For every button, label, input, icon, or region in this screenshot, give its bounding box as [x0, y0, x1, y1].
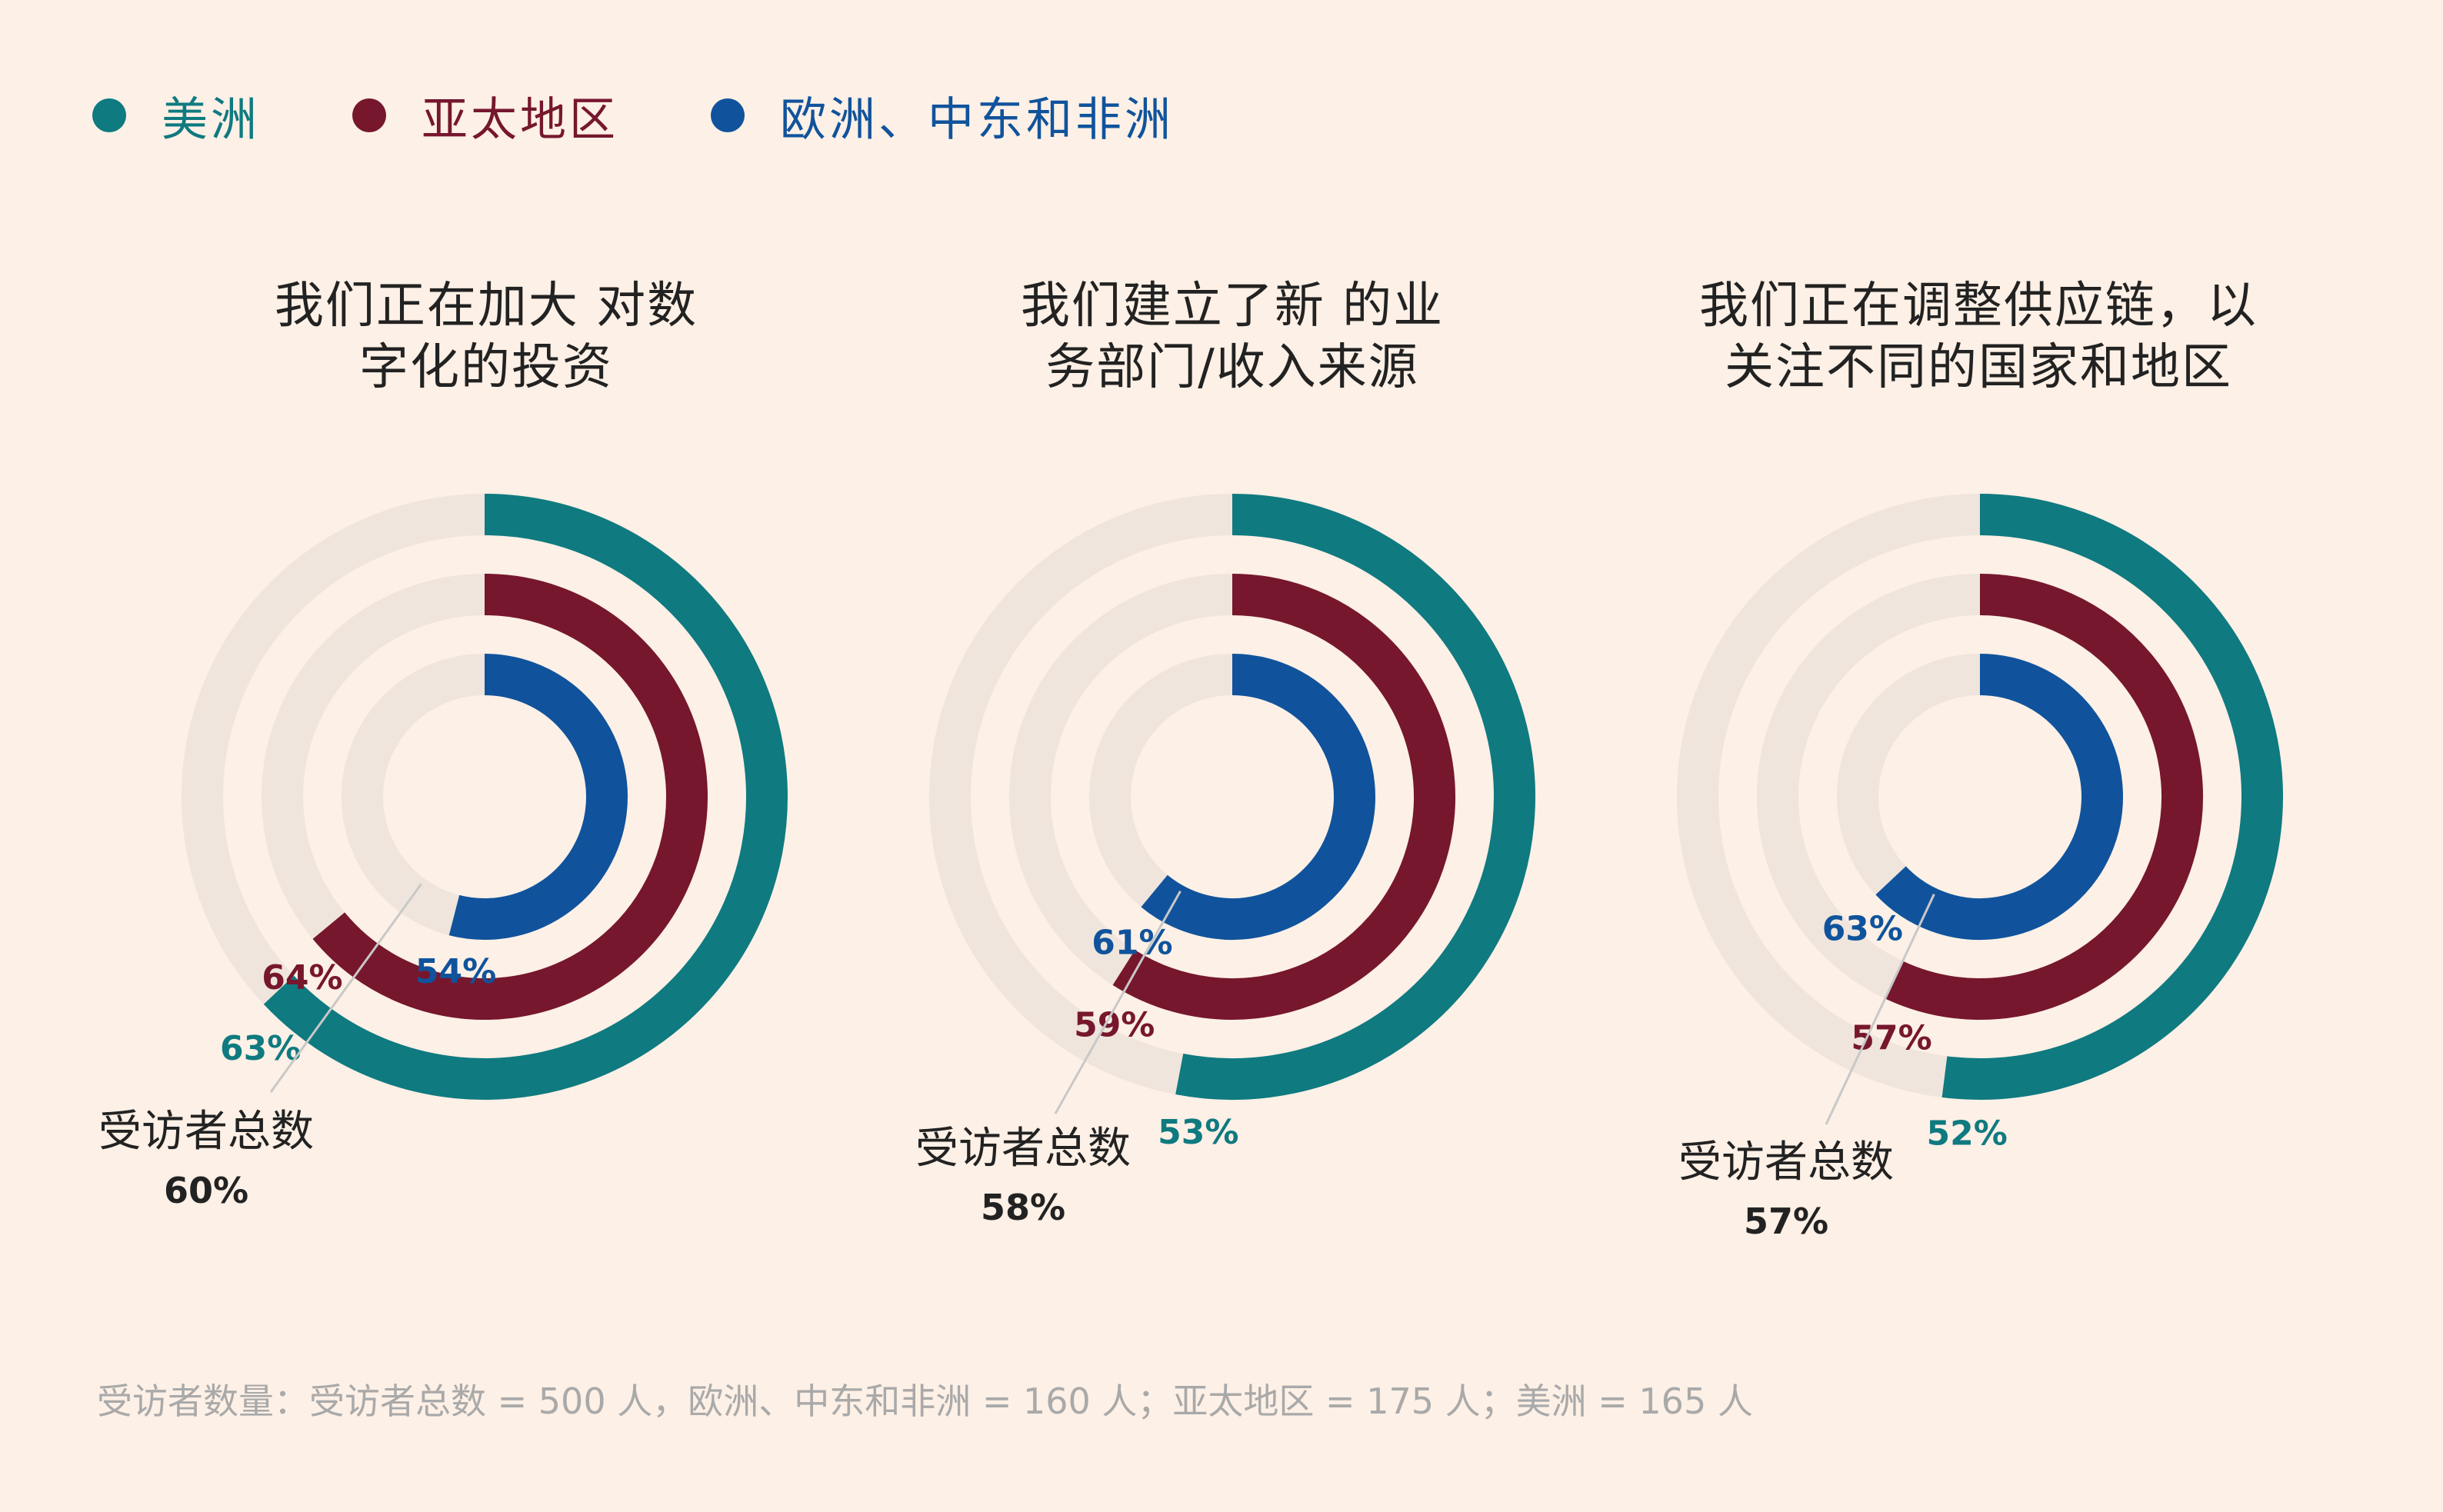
value-label-americas: 63% [220, 1029, 301, 1068]
value-label-emea: 63% [1822, 910, 1903, 949]
total-leader-line [1054, 890, 1182, 1114]
bar-emea [1875, 654, 2123, 940]
legend-dot-apac [352, 98, 386, 132]
legend-item-emea: 欧洲、中东和非洲 [711, 82, 1174, 149]
bar-americas [1175, 494, 1535, 1100]
total-value: 58% [981, 1187, 1065, 1228]
total-value: 57% [1744, 1201, 1828, 1242]
value-label-emea: 54% [415, 952, 496, 991]
legend-dot-americas [92, 98, 126, 132]
bar-americas [1941, 494, 2283, 1100]
bar-emea [448, 654, 628, 940]
value-label-apac: 57% [1851, 1019, 1931, 1058]
total-leader-line [1825, 894, 1935, 1125]
footnote: 受访者数量：受访者总数 = 500 人，欧洲、中东和非洲 = 160 人；亚太地… [97, 1380, 1753, 1422]
bar-apac [1885, 574, 2203, 1020]
bar-apac [1112, 574, 1455, 1020]
total-value: 60% [164, 1170, 248, 1211]
legend-item-americas: 美洲 [92, 82, 260, 149]
bar-apac [312, 574, 708, 1020]
chart-2-title: 我们建立了新 的业 务部门/收入来源 [1020, 278, 1445, 396]
value-label-americas: 52% [1927, 1114, 2008, 1154]
legend-label-emea: 欧洲、中东和非洲 [780, 92, 1174, 147]
bar-americas [263, 494, 788, 1100]
bar-emea [1141, 654, 1375, 940]
legend-item-apac: 亚太地区 [352, 82, 618, 149]
total-label: 受访者总数 [1678, 1137, 1894, 1187]
legend-label-americas: 美洲 [162, 92, 260, 147]
total-leader-line [269, 883, 422, 1093]
value-label-apac: 59% [1074, 1006, 1155, 1045]
total-label: 受访者总数 [915, 1124, 1131, 1174]
total-label: 受访者总数 [98, 1107, 314, 1157]
value-label-americas: 53% [1158, 1113, 1238, 1152]
legend-dot-emea [711, 98, 745, 132]
legend-label-apac: 亚太地区 [422, 92, 618, 147]
chart-1-title: 我们正在加大 对数 字化的投资 [274, 278, 698, 396]
chart-3-title: 我们正在调整供应链，以 关注不同的国家和地区 [1699, 278, 2258, 396]
legend: 美洲 亚太地区 欧洲、中东和非洲 [92, 82, 1266, 149]
value-label-apac: 64% [262, 958, 342, 997]
